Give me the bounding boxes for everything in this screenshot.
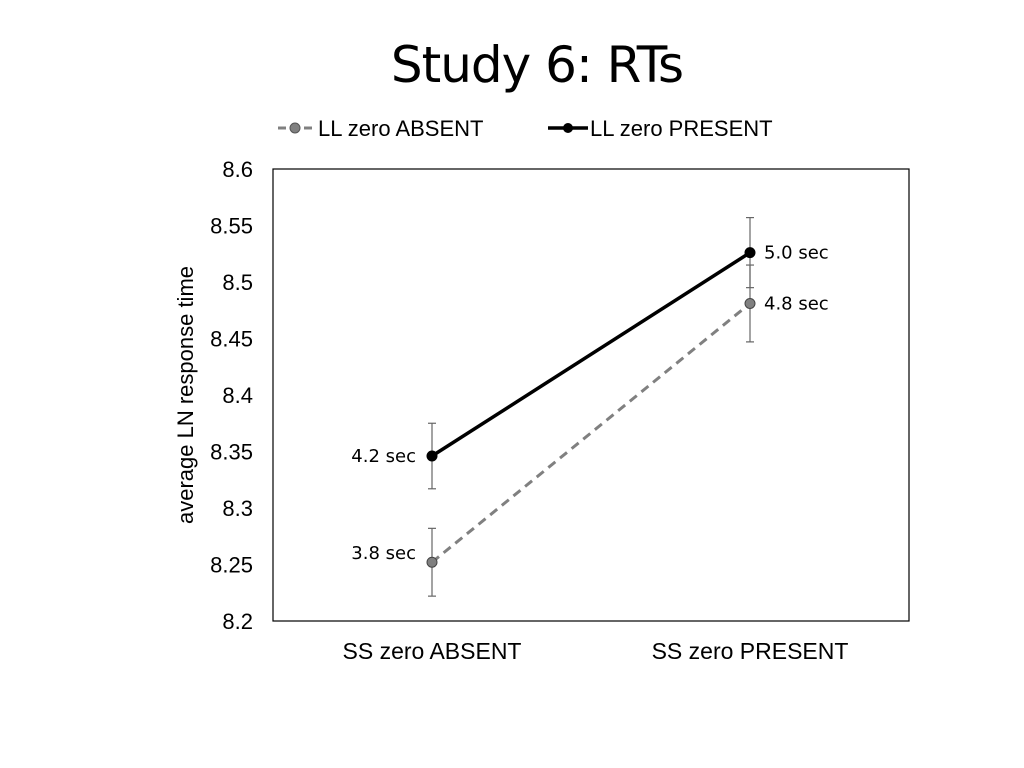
y-tick-label: 8.3	[222, 496, 253, 521]
series-layer: 3.8 sec 4.8 sec 4.2 sec 5.0 sec	[351, 216, 829, 597]
legend-marker-ll-zero-present	[563, 123, 573, 133]
y-tick-label: 8.4	[222, 383, 253, 408]
x-category-labels: SS zero ABSENT SS zero PRESENT	[343, 638, 849, 664]
y-tick-label: 8.5	[222, 270, 253, 295]
series-ll-zero-present: 4.2 sec 5.0 sec	[351, 216, 829, 490]
data-label: 3.8 sec	[351, 543, 416, 564]
x-category-label-ss-zero-present: SS zero PRESENT	[652, 638, 849, 664]
legend-label-ll-zero-absent: LL zero ABSENT	[318, 116, 483, 141]
plot-area	[272, 168, 910, 622]
legend-label-ll-zero-present: LL zero PRESENT	[590, 116, 773, 141]
data-label: 4.2 sec	[351, 446, 416, 467]
series-ll-zero-absent: 3.8 sec 4.8 sec	[351, 264, 829, 597]
y-tick-label: 8.6	[222, 157, 253, 182]
data-point-ll-zero-absent-ss-zero-present	[744, 297, 756, 309]
data-label: 4.8 sec	[764, 293, 829, 314]
y-axis-label: average LN response time	[173, 266, 198, 524]
y-tick-labels: 8.6 8.55 8.5 8.45 8.4 8.35 8.3 8.25 8.2	[210, 157, 253, 634]
series-line-ll-zero-absent	[431, 302, 751, 564]
y-tick-label: 8.35	[210, 440, 253, 465]
chart-title: Study 6: RTs	[390, 36, 684, 94]
data-point-ll-zero-present-ss-zero-absent	[426, 450, 438, 462]
data-point-ll-zero-absent-ss-zero-absent	[426, 556, 438, 568]
series-line-ll-zero-present	[431, 251, 751, 458]
legend-marker-ll-zero-absent	[289, 122, 301, 134]
y-tick-label: 8.45	[210, 327, 253, 352]
legend-entry-ll-zero-present: LL zero PRESENT	[548, 116, 773, 141]
legend: LL zero ABSENT LL zero PRESENT	[278, 116, 773, 141]
y-tick-label: 8.25	[210, 553, 253, 578]
legend-entry-ll-zero-absent: LL zero ABSENT	[278, 116, 483, 141]
y-tick-label: 8.2	[222, 609, 253, 634]
y-tick-label: 8.55	[210, 214, 253, 239]
data-label: 5.0 sec	[764, 243, 829, 264]
x-category-label-ss-zero-absent: SS zero ABSENT	[343, 638, 522, 664]
data-point-ll-zero-present-ss-zero-present	[744, 247, 756, 259]
